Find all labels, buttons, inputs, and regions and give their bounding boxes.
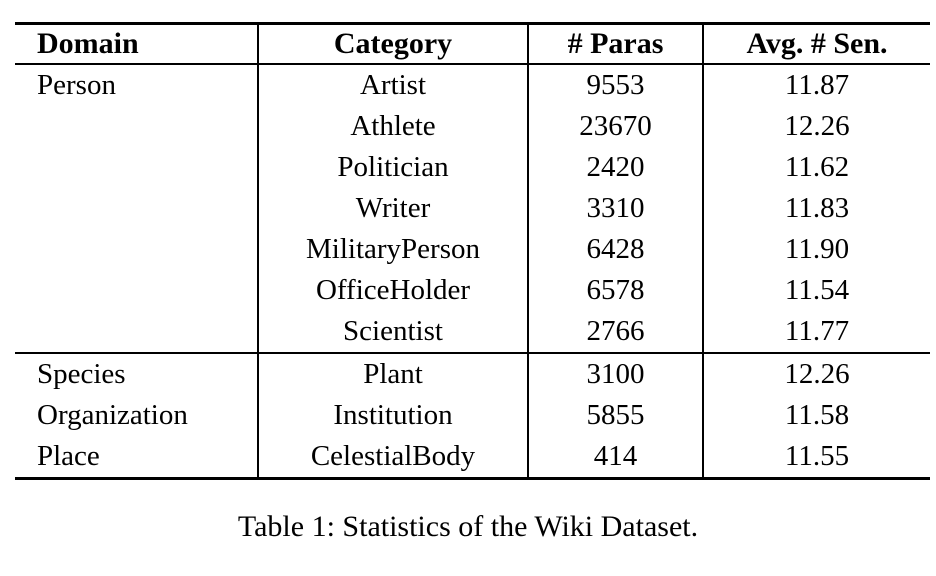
domain-cell xyxy=(15,270,258,311)
category-cell: Athlete xyxy=(257,106,528,147)
column-header-paras: # Paras xyxy=(527,23,703,65)
paras-cell: 3100 xyxy=(527,352,703,395)
category-cell: MilitaryPerson xyxy=(257,229,528,270)
domain-cell: Species xyxy=(15,352,258,395)
domain-cell xyxy=(15,188,258,229)
table-caption: Table 1: Statistics of the Wiki Dataset. xyxy=(237,510,699,543)
table-row: Writer 3310 11.83 xyxy=(15,188,930,229)
paras-cell: 414 xyxy=(527,436,703,479)
avg-sen-cell: 11.83 xyxy=(702,188,930,229)
paras-cell: 2766 xyxy=(527,311,703,353)
table-body: Person Artist 9553 11.87 Athlete 23670 1… xyxy=(15,64,930,479)
avg-sen-cell: 11.77 xyxy=(702,311,930,353)
column-header-avg-sen: Avg. # Sen. xyxy=(702,23,930,65)
table-header: Domain Category # Paras Avg. # Sen. xyxy=(15,23,930,65)
avg-sen-cell: 12.26 xyxy=(702,106,930,147)
domain-cell xyxy=(15,106,258,147)
table-row: MilitaryPerson 6428 11.90 xyxy=(15,229,930,270)
domain-cell xyxy=(15,147,258,188)
domain-cell: Organization xyxy=(37,399,188,431)
avg-sen-cell: 12.26 xyxy=(702,352,930,395)
table-row: Politician 2420 11.62 xyxy=(15,147,930,188)
column-header-category: Category xyxy=(257,23,528,65)
table-row: Person Artist 9553 11.87 xyxy=(15,64,930,106)
table-row: Place CelestialBody 414 11.55 xyxy=(15,436,930,479)
category-cell: Artist xyxy=(257,64,528,106)
table-row: Organization Institution 5855 11.58 xyxy=(15,395,930,436)
category-cell: OfficeHolder xyxy=(257,270,528,311)
avg-sen-cell: 11.62 xyxy=(702,147,930,188)
paras-cell: 9553 xyxy=(527,64,703,106)
category-cell: Plant xyxy=(257,352,528,395)
avg-sen-cell: 11.54 xyxy=(702,270,930,311)
column-header-domain: Domain xyxy=(15,23,258,65)
table-row: Scientist 2766 11.77 xyxy=(15,311,930,353)
paras-cell: 2420 xyxy=(527,147,703,188)
paras-cell: 5855 xyxy=(527,395,703,436)
avg-sen-cell: 11.90 xyxy=(702,229,930,270)
domain-cell: Place xyxy=(37,440,100,472)
domain-cell xyxy=(15,229,258,270)
paras-cell: 6428 xyxy=(527,229,703,270)
paras-cell: 6578 xyxy=(527,270,703,311)
avg-sen-cell: 11.58 xyxy=(702,395,930,436)
avg-sen-cell: 11.55 xyxy=(702,436,930,479)
category-cell: Politician xyxy=(257,147,528,188)
avg-sen-cell: 11.87 xyxy=(702,64,930,106)
statistics-table: Domain Category # Paras Avg. # Sen. Pers… xyxy=(15,22,930,480)
domain-cell: Person xyxy=(37,69,116,101)
paras-cell: 23670 xyxy=(527,106,703,147)
table-row: Athlete 23670 12.26 xyxy=(15,106,930,147)
category-cell: Writer xyxy=(257,188,528,229)
category-cell: CelestialBody xyxy=(257,436,528,479)
category-cell: Institution xyxy=(257,395,528,436)
category-cell: Scientist xyxy=(257,311,528,353)
header-row: Domain Category # Paras Avg. # Sen. xyxy=(15,23,930,65)
table-row: OfficeHolder 6578 11.54 xyxy=(15,270,930,311)
paras-cell: 3310 xyxy=(527,188,703,229)
table-row: Species Plant 3100 12.26 xyxy=(15,352,930,395)
domain-cell xyxy=(15,311,258,353)
